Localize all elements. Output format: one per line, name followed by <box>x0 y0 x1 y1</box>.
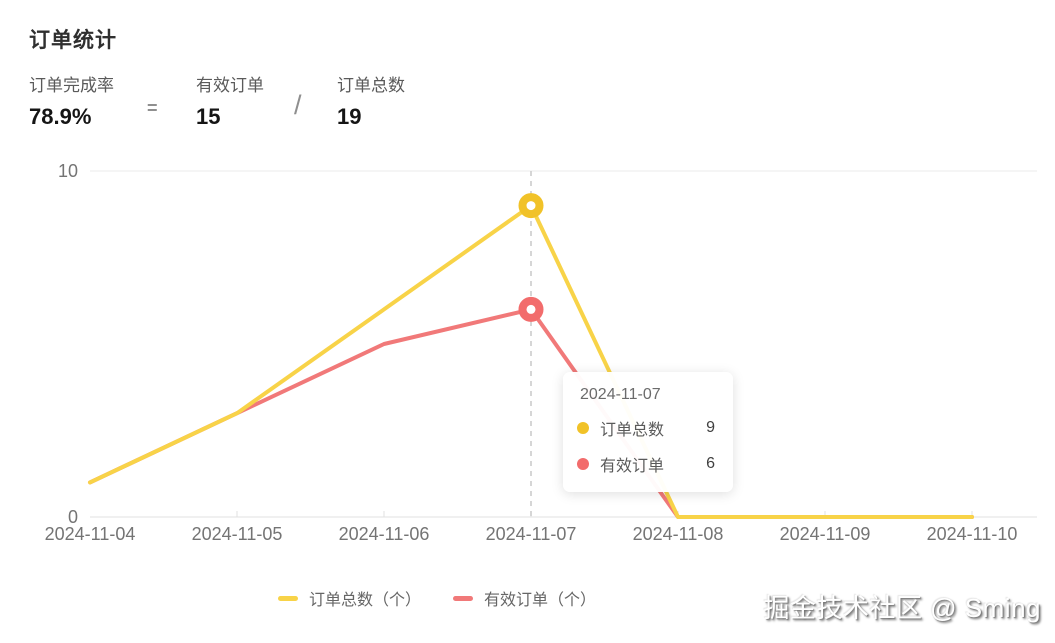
x-tick-label: 2024-11-06 <box>339 524 430 544</box>
x-tick-label: 2024-11-05 <box>192 524 283 544</box>
x-tick-label: 2024-11-09 <box>780 524 871 544</box>
x-tick-label: 2024-11-08 <box>633 524 724 544</box>
stat-valid-orders: 有效订单 15 <box>196 76 264 129</box>
y-tick-label: 0 <box>68 507 78 527</box>
legend-item-valid-orders[interactable]: 有效订单（个） <box>453 586 596 610</box>
chart-legend: 订单总数（个） 有效订单（个） <box>278 586 596 610</box>
stat-completion-rate: 订单完成率 78.9% <box>29 76 114 129</box>
valid-orders-dash-icon <box>453 595 474 601</box>
tooltip-row-total-orders: 订单总数 9 <box>577 416 715 440</box>
total-orders-value: 19 <box>337 104 362 129</box>
total-orders-dot-icon <box>577 422 589 434</box>
tooltip-valid-orders-label: 有效订单 <box>600 458 665 475</box>
legend-item-total-orders[interactable]: 订单总数（个） <box>278 586 421 610</box>
stat-total-orders: 订单总数 19 <box>337 76 405 129</box>
completion-rate-label: 订单完成率 <box>29 76 114 95</box>
valid-orders-highlight-marker[interactable] <box>518 296 544 322</box>
y-tick-label: 10 <box>58 161 78 181</box>
watermark: 掘金技术社区 @ Sming <box>763 593 1041 623</box>
tooltip-valid-orders-value: 6 <box>706 455 715 472</box>
legend-valid-orders-label: 有效订单（个） <box>484 592 597 609</box>
legend-total-orders-label: 订单总数（个） <box>309 592 422 609</box>
total-orders-highlight-marker[interactable] <box>518 193 544 219</box>
completion-rate-value: 78.9% <box>29 104 92 129</box>
tooltip-total-orders-label: 订单总数 <box>600 422 665 439</box>
x-tick-label: 2024-11-04 <box>45 524 136 544</box>
total-orders-label: 订单总数 <box>337 76 405 95</box>
valid-orders-label: 有效订单 <box>196 76 264 95</box>
tooltip-date: 2024-11-07 <box>580 386 661 403</box>
x-tick-label: 2024-11-07 <box>486 524 577 544</box>
tooltip-total-orders-value: 9 <box>706 419 715 436</box>
equals-sign: = <box>147 98 158 118</box>
divide-sign: / <box>294 90 302 120</box>
chart-tooltip: 2024-11-07 订单总数 9 有效订单 6 <box>563 372 733 492</box>
page-title: 订单统计 <box>29 29 117 52</box>
x-tick-label: 2024-11-10 <box>927 524 1018 544</box>
valid-orders-value: 15 <box>196 104 221 129</box>
valid-orders-dot-icon <box>577 458 589 470</box>
tooltip-row-valid-orders: 有效订单 6 <box>577 452 715 476</box>
total-orders-dash-icon <box>278 595 298 601</box>
